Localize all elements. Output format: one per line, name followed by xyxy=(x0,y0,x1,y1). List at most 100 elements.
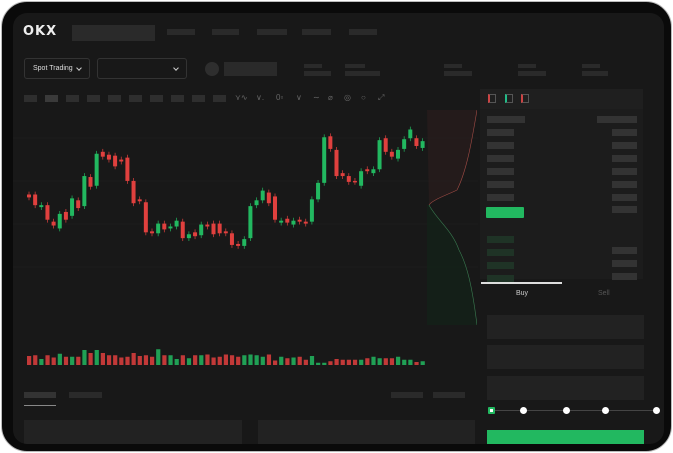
ask-price xyxy=(487,168,514,175)
slider-stop[interactable] xyxy=(520,407,527,414)
tab-open-orders[interactable] xyxy=(24,392,56,398)
volume-bar xyxy=(254,355,259,365)
nav-item[interactable] xyxy=(257,29,287,35)
sell-tab[interactable]: Sell xyxy=(598,290,610,297)
candle xyxy=(113,155,118,167)
nav-item[interactable] xyxy=(167,29,195,35)
fib-icon[interactable]: 0▫ xyxy=(276,93,284,102)
buy-button[interactable] xyxy=(487,430,644,444)
candle xyxy=(279,220,284,223)
filter-button[interactable] xyxy=(433,392,465,398)
candle xyxy=(82,176,87,207)
volume-bar xyxy=(396,356,401,365)
amount-input[interactable] xyxy=(487,345,644,369)
candle xyxy=(199,224,204,236)
buy-tab[interactable]: Buy xyxy=(516,290,529,297)
volume-bar xyxy=(291,357,296,365)
volume-bar xyxy=(70,356,75,365)
timeframe-button[interactable] xyxy=(108,95,121,102)
volume-bar xyxy=(273,360,278,365)
nav-item[interactable] xyxy=(212,29,239,35)
candle xyxy=(205,224,210,227)
timeframe-button[interactable] xyxy=(66,95,79,102)
trend-icon[interactable]: ∨. xyxy=(256,93,265,102)
target-icon[interactable]: ◎ xyxy=(344,93,351,102)
circle-icon[interactable]: ○ xyxy=(361,93,366,102)
timeframe-button[interactable] xyxy=(45,95,58,102)
stat-label xyxy=(518,64,536,68)
market-type-label: Spot Trading xyxy=(33,65,73,72)
wave-icon[interactable]: ∼ xyxy=(313,93,320,102)
candle xyxy=(340,173,345,177)
candle xyxy=(57,213,62,229)
bid-size xyxy=(612,273,637,280)
candle xyxy=(63,211,68,220)
ask-size xyxy=(612,206,637,213)
candle xyxy=(260,190,265,201)
stat-value xyxy=(518,71,546,76)
candle xyxy=(309,199,314,222)
candle xyxy=(125,157,130,181)
candle xyxy=(291,220,296,225)
candlestick-chart[interactable] xyxy=(13,110,478,385)
candle xyxy=(236,243,241,246)
stat-label xyxy=(582,64,600,68)
volume-bar xyxy=(33,355,38,365)
stat-label xyxy=(345,64,365,68)
volume-bar xyxy=(316,362,321,365)
expand-icon[interactable]: ⤢ xyxy=(378,93,385,102)
timeframe-button[interactable] xyxy=(87,95,100,102)
candle xyxy=(137,199,142,202)
line-tool-icon[interactable]: ⋎∿ xyxy=(235,93,248,102)
slider-stop[interactable] xyxy=(653,407,660,414)
volume-bar xyxy=(328,361,333,365)
timeframe-button[interactable] xyxy=(150,95,163,102)
timeframe-button[interactable] xyxy=(24,95,37,102)
leverage-slider-track[interactable] xyxy=(491,410,659,411)
pair-select[interactable] xyxy=(97,58,187,79)
okx-logo[interactable]: OKX xyxy=(23,24,58,39)
filter-button[interactable] xyxy=(391,392,423,398)
slider-handle[interactable] xyxy=(488,407,495,414)
volume-bar xyxy=(408,359,413,365)
timeframe-button[interactable] xyxy=(129,95,142,102)
candle xyxy=(402,139,407,149)
pencil-icon[interactable]: ⌀ xyxy=(328,93,333,102)
tab-history[interactable] xyxy=(69,392,102,398)
stat-label xyxy=(304,64,322,68)
candle xyxy=(242,239,247,246)
ask-size xyxy=(612,155,637,162)
volume-bar xyxy=(63,356,69,365)
both-sides-icon[interactable] xyxy=(488,94,496,103)
timeframe-button[interactable] xyxy=(192,95,205,102)
nav-item[interactable] xyxy=(302,29,331,35)
candle xyxy=(254,200,259,206)
price-input[interactable] xyxy=(487,315,644,339)
volume-bar xyxy=(352,359,358,365)
slider-stop[interactable] xyxy=(563,407,570,414)
asks-only-icon[interactable] xyxy=(521,94,529,103)
timeframe-button[interactable] xyxy=(213,95,226,102)
search-bar[interactable] xyxy=(72,25,155,41)
volume-bar xyxy=(94,350,99,365)
last-price xyxy=(486,207,524,218)
candle xyxy=(88,177,93,187)
volume-bar xyxy=(359,359,364,365)
candle xyxy=(76,200,81,209)
candle xyxy=(389,151,394,157)
candle xyxy=(266,192,271,204)
candle xyxy=(174,220,179,227)
candle xyxy=(211,223,216,235)
total-input[interactable] xyxy=(487,376,644,400)
order-card xyxy=(258,420,475,444)
volume-bar xyxy=(389,358,395,365)
nav-item[interactable] xyxy=(349,29,377,35)
timeframe-button[interactable] xyxy=(171,95,184,102)
stat-label xyxy=(444,64,462,68)
slider-stop[interactable] xyxy=(602,407,609,414)
chevron-icon[interactable]: ∨ xyxy=(296,93,302,102)
volume-bar xyxy=(242,355,247,365)
market-type-select[interactable]: Spot Trading xyxy=(24,58,90,79)
candle xyxy=(346,176,351,182)
bids-only-icon[interactable] xyxy=(505,94,513,103)
